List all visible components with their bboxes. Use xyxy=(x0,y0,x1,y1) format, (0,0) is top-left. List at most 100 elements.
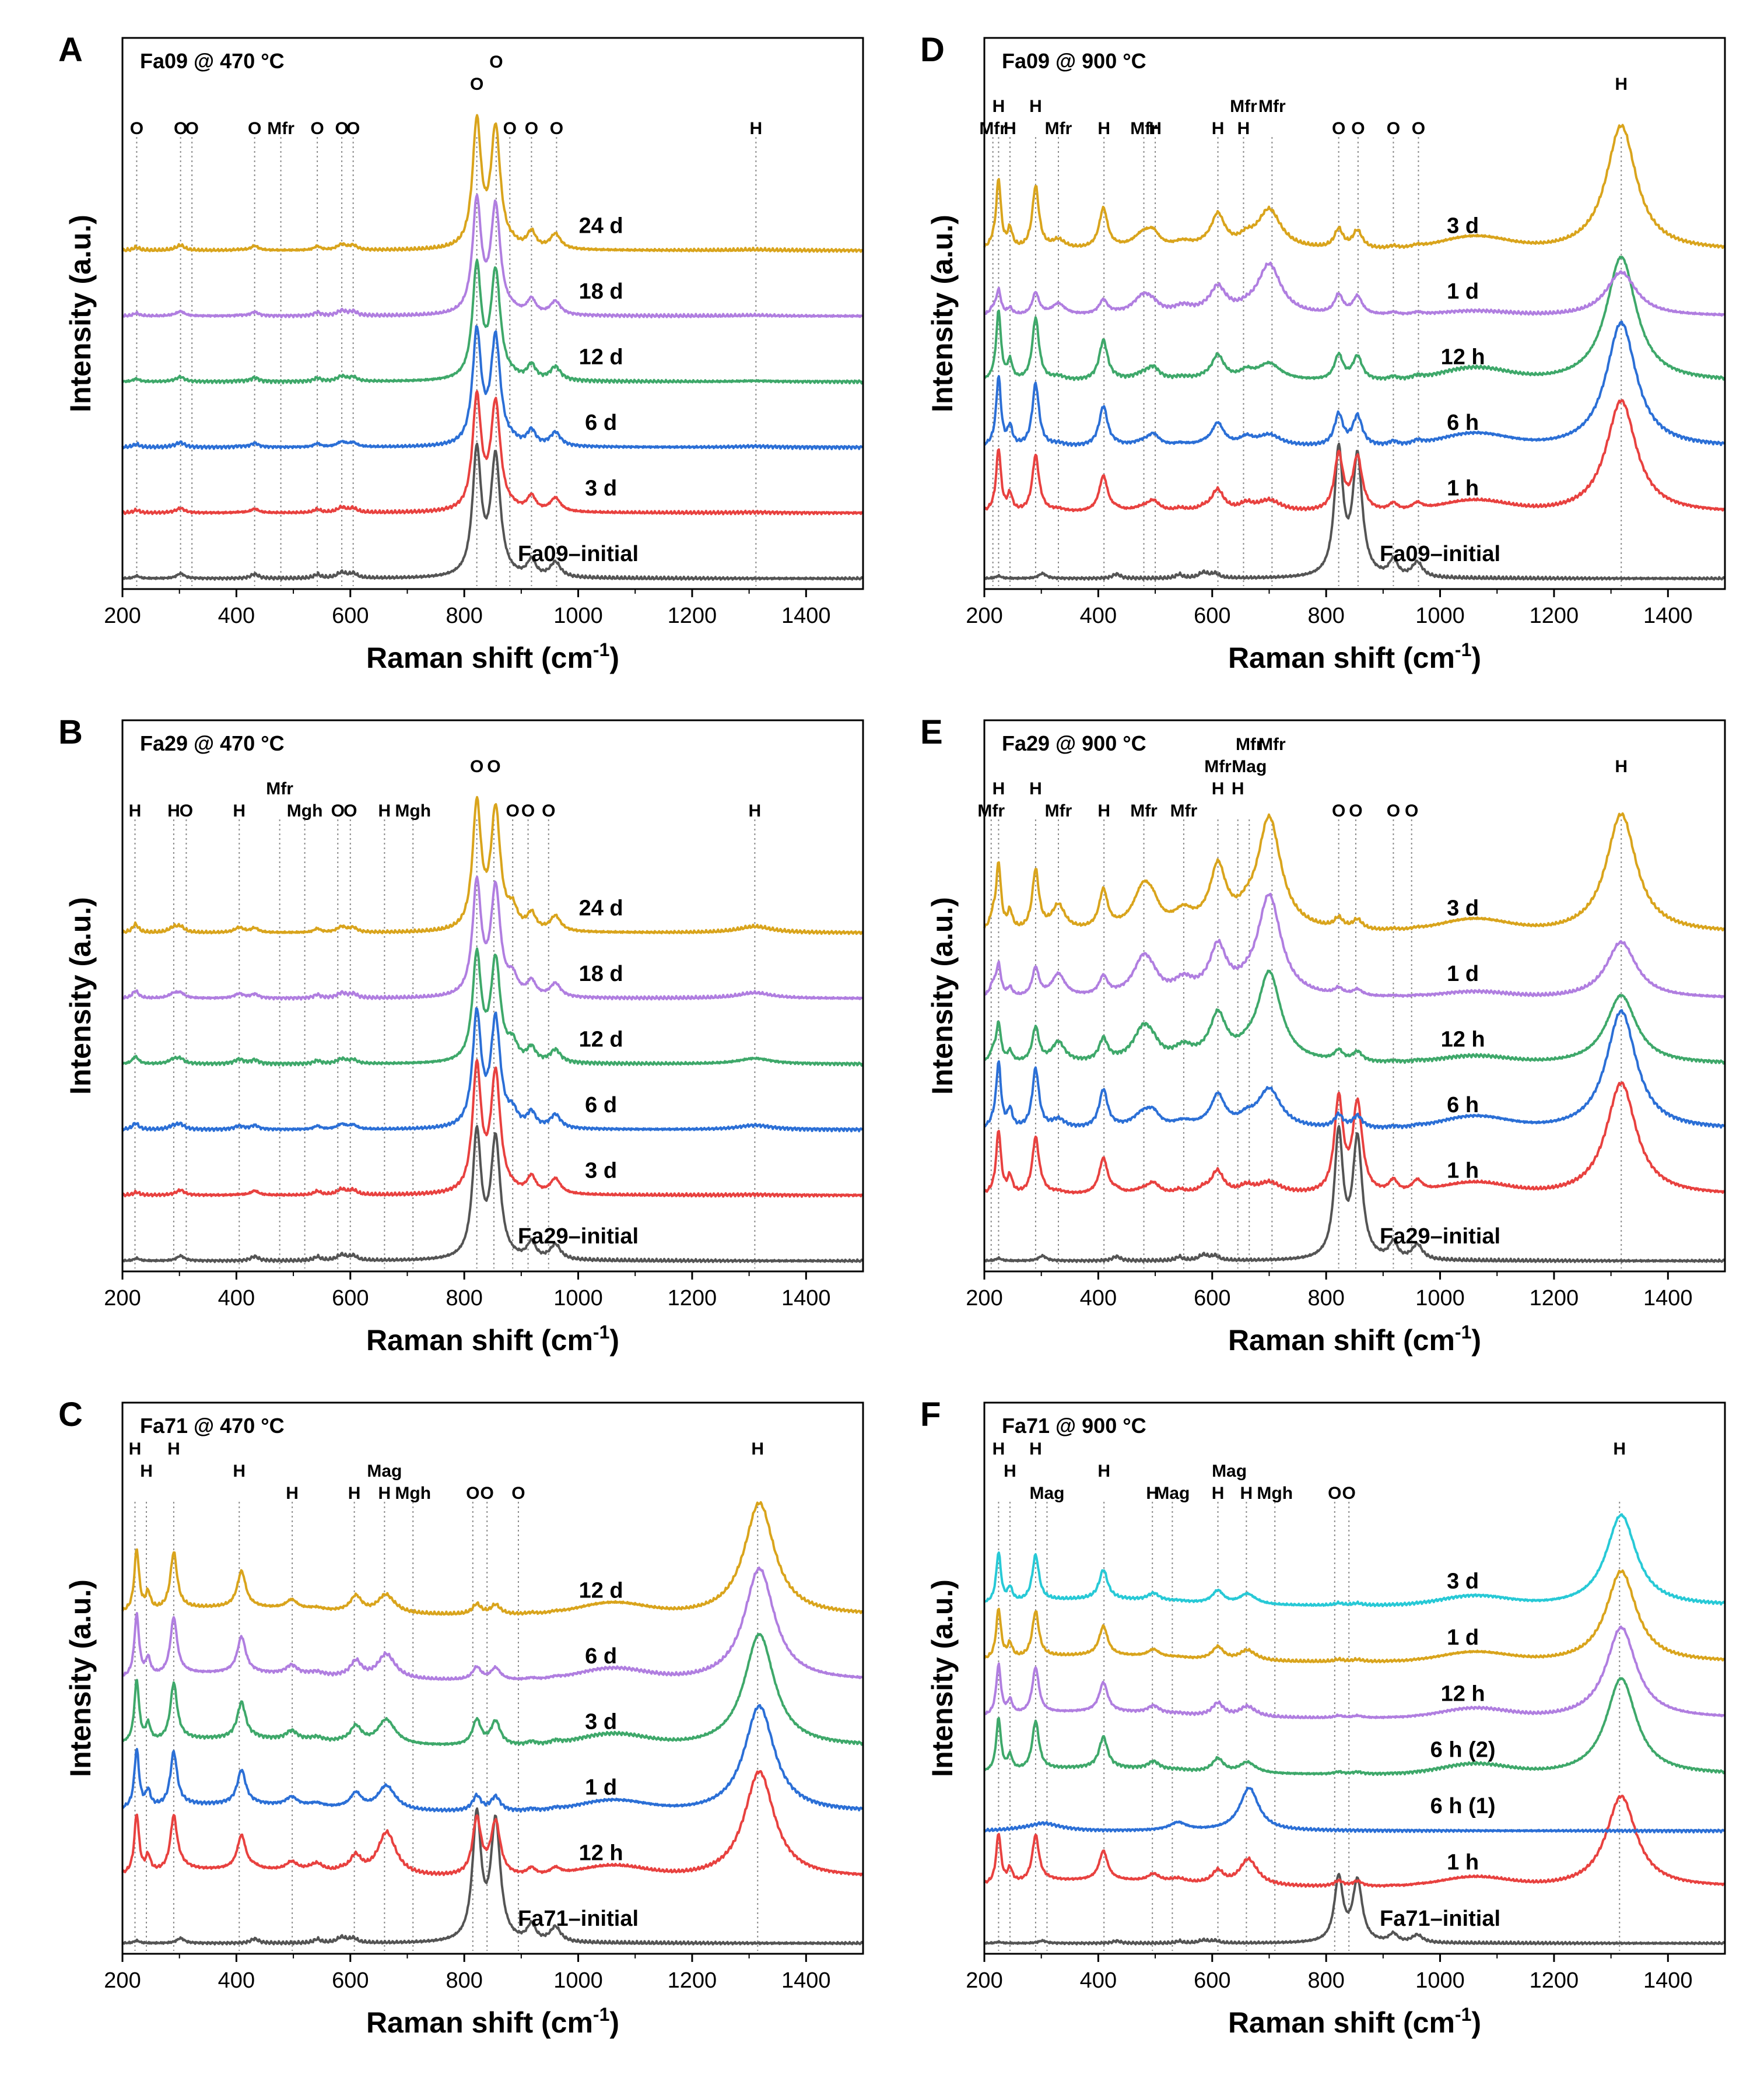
peak-label: H xyxy=(1212,119,1225,138)
peak-label: H xyxy=(1004,1462,1016,1481)
series-label: Fa71–initial xyxy=(1380,1907,1500,1931)
spectrum-line xyxy=(121,1007,864,1133)
x-tick-label: 200 xyxy=(966,1968,1002,1993)
x-tick-label: 200 xyxy=(966,604,1002,628)
panel-letter: D xyxy=(920,31,945,69)
spectrum-line xyxy=(983,812,1725,931)
x-axis-title: Raman shift (cm-1) xyxy=(1228,2004,1481,2039)
peak-label: H xyxy=(1613,1439,1626,1459)
x-axis-title: Raman shift (cm-1) xyxy=(1228,1322,1481,1357)
peak-label: H xyxy=(1149,119,1162,138)
series-label: 3 d xyxy=(1447,1569,1479,1593)
peak-label: Mgh xyxy=(395,1484,431,1503)
spectrum-line xyxy=(122,258,864,385)
peak-label: H xyxy=(1097,801,1110,821)
peak-label: O xyxy=(185,119,199,138)
spectrum-line xyxy=(122,194,863,318)
peak-label: O xyxy=(1342,1484,1356,1503)
spectrum-line xyxy=(983,1795,1726,1888)
spectrum-line xyxy=(121,796,863,935)
peak-labels: O OO O Mfr O OO O O O HOO xyxy=(130,52,762,138)
peak-label: O xyxy=(180,801,193,821)
peak-label: H xyxy=(378,801,391,821)
peak-label: H xyxy=(233,801,246,821)
x-axis-title: Raman shift (cm-1) xyxy=(366,1322,619,1357)
peak-label: H xyxy=(1615,757,1628,776)
series-label: 1 h xyxy=(1447,1159,1479,1183)
peak-label: H xyxy=(1004,119,1016,138)
x-tick-label: 200 xyxy=(104,1286,141,1310)
series-label: 3 d xyxy=(585,476,617,501)
spectrum-line xyxy=(984,261,1725,317)
series-label: Fa29–initial xyxy=(1380,1224,1500,1249)
peak-label: O xyxy=(525,119,538,138)
peak-label: O xyxy=(331,801,345,821)
series-label: 3 d xyxy=(1447,214,1479,239)
series-label: 1 h xyxy=(1447,476,1479,501)
x-tick-label: 1000 xyxy=(553,604,603,628)
reference-lines xyxy=(990,819,1622,1268)
peak-label: Mfr xyxy=(1258,735,1286,754)
spectrum-line xyxy=(122,947,864,1067)
peak-label: Mag xyxy=(1232,757,1267,776)
series-label: 1 h xyxy=(1447,1851,1479,1875)
spectrum-line xyxy=(984,969,1726,1065)
x-tick-label: 1400 xyxy=(1643,1968,1693,1993)
x-tick-label: 800 xyxy=(1307,604,1344,628)
x-tick-label: 1200 xyxy=(668,1286,717,1310)
panel-title: Fa09 @ 900 °C xyxy=(1002,49,1146,73)
peak-label: O xyxy=(335,119,348,138)
plot-frame xyxy=(983,1401,1726,1955)
spectrum-line xyxy=(983,124,1725,250)
peak-label: Mfr xyxy=(267,119,294,138)
plot-frame xyxy=(121,1401,864,1955)
peak-label: H xyxy=(1212,1484,1225,1503)
x-tick-label: 1200 xyxy=(668,604,717,628)
spectrum-line xyxy=(983,1786,1726,1834)
x-tick-label: 1400 xyxy=(781,604,831,628)
peak-label: H xyxy=(167,801,180,821)
series-label: Fa09–initial xyxy=(1380,542,1500,566)
spectrum-line xyxy=(121,325,864,450)
spectrum-line xyxy=(122,875,863,1001)
series-label: 12 h xyxy=(1441,345,1485,370)
peak-label: O xyxy=(550,119,563,138)
series-label: Fa29–initial xyxy=(518,1224,639,1249)
x-tick-label: 400 xyxy=(218,1286,255,1310)
spectrum-line xyxy=(983,320,1726,447)
peak-label: Mag xyxy=(1029,1484,1064,1503)
spectrum-line xyxy=(984,1677,1726,1776)
y-axis-title: Intensity (a.u.) xyxy=(926,897,959,1095)
x-tick-label: 400 xyxy=(1080,1968,1117,1993)
y-axis-title: Intensity (a.u.) xyxy=(64,897,97,1095)
x-tick-label: 800 xyxy=(1307,1968,1344,1993)
peak-label: Mgh xyxy=(287,801,323,821)
y-axis-title: Intensity (a.u.) xyxy=(926,1579,959,1777)
x-tick-label: 1400 xyxy=(1643,604,1693,628)
x-tick-label: 1000 xyxy=(1415,1968,1465,1993)
x-tick-label: 1200 xyxy=(1530,604,1579,628)
x-tick-label: 600 xyxy=(332,1286,369,1310)
x-tick-label: 1000 xyxy=(553,1286,603,1310)
spectrum-line xyxy=(121,114,863,253)
series-label: 6 h (1) xyxy=(1430,1794,1496,1818)
panel-title: Fa71 @ 900 °C xyxy=(1002,1414,1146,1438)
panel-title: Fa29 @ 900 °C xyxy=(1002,731,1146,755)
x-tick-label: 600 xyxy=(1194,604,1230,628)
peak-label: H xyxy=(993,97,1005,116)
peak-label: O xyxy=(248,119,261,138)
peak-label: H xyxy=(140,1462,153,1481)
plot-frame xyxy=(983,37,1726,590)
x-tick-label: 400 xyxy=(1080,604,1117,628)
series-label: 24 d xyxy=(579,896,623,921)
peak-label: H xyxy=(286,1484,299,1503)
peak-label: H xyxy=(993,1439,1005,1459)
series-label: 24 d xyxy=(579,214,623,239)
x-tick-label: 400 xyxy=(218,604,255,628)
peak-label: H xyxy=(1232,779,1244,798)
series-label: 12 d xyxy=(579,1028,623,1052)
